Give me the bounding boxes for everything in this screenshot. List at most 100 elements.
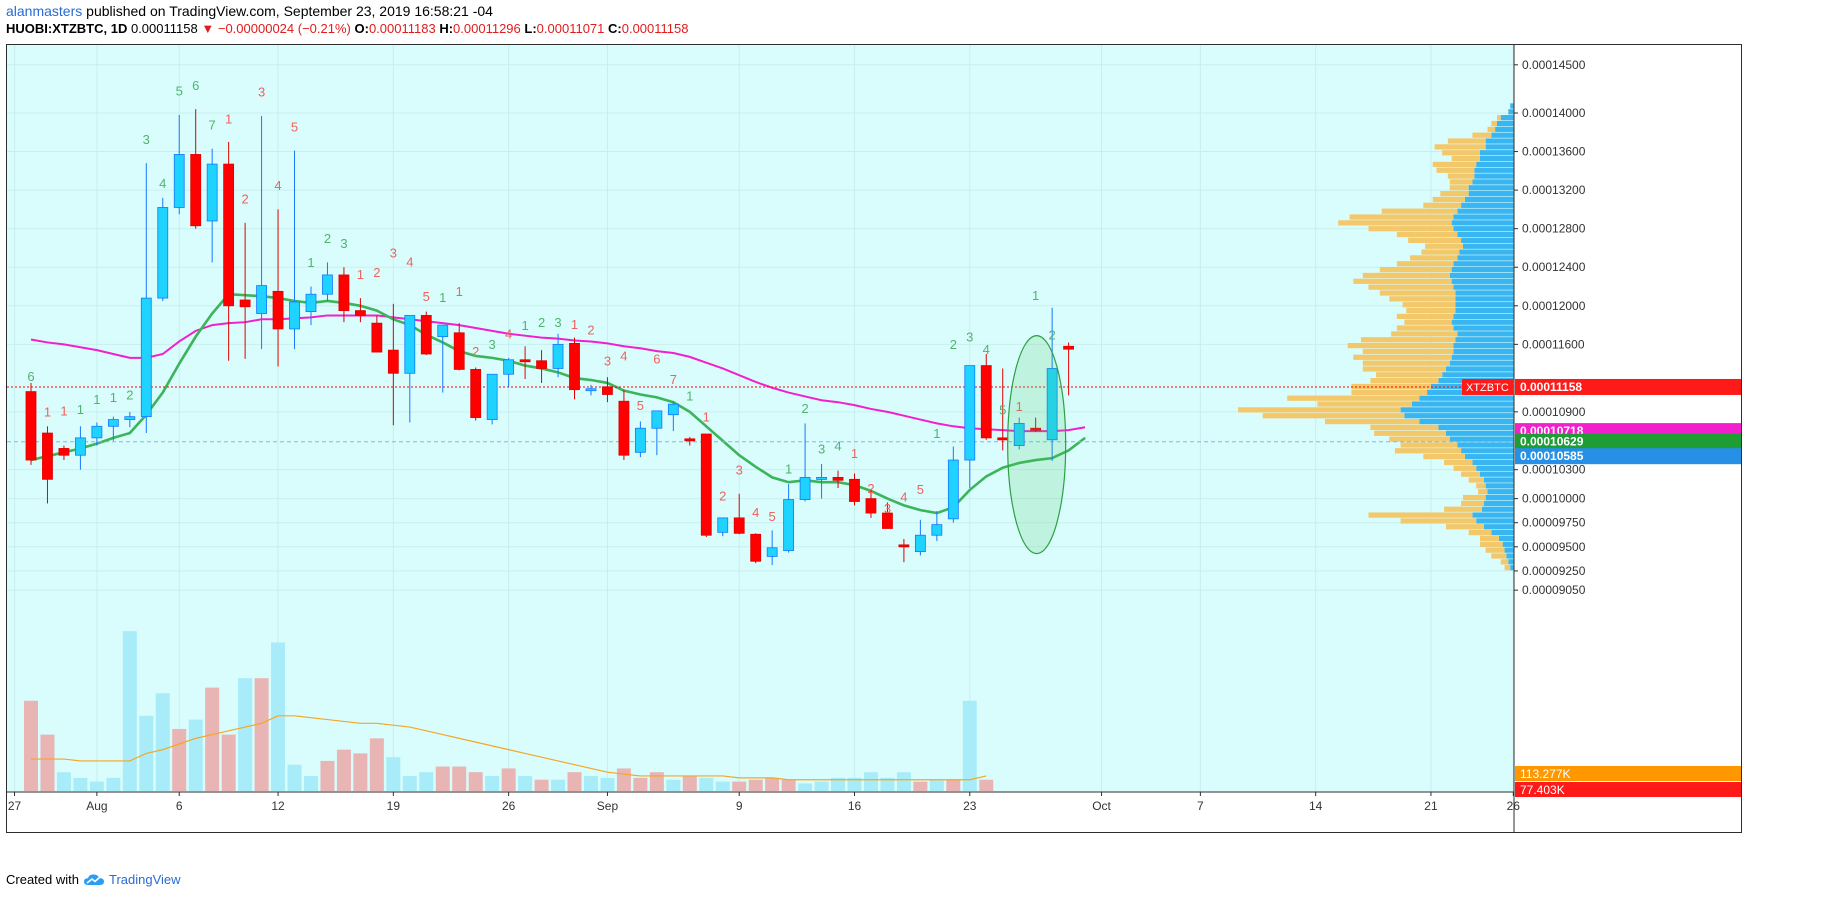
volume-profile-down-row <box>1353 354 1452 360</box>
volume-profile-up-row <box>1455 337 1514 343</box>
candle-body <box>404 315 416 374</box>
created-with-label: Created with <box>6 872 79 887</box>
price-tag <box>1515 433 1741 450</box>
sequence-count-label: 1 <box>1032 288 1039 303</box>
tradingview-link[interactable]: TradingView <box>108 872 181 887</box>
sequence-count-label: 4 <box>620 349 627 364</box>
sequence-count-label: 1 <box>357 267 364 282</box>
volume-profile-down-row <box>1410 255 1458 261</box>
price-tick-label: 0.00014000 <box>1522 106 1586 120</box>
sequence-count-label: 4 <box>274 178 281 193</box>
candle-body <box>700 433 712 536</box>
volume-profile-down-row <box>1432 161 1477 168</box>
candle-body <box>667 403 679 416</box>
candle-body <box>25 391 37 461</box>
volume-bar <box>649 772 664 791</box>
volume-profile-up-row <box>1479 471 1514 477</box>
volume-profile-down-row <box>1325 418 1420 425</box>
sequence-count-label: 2 <box>587 323 594 338</box>
time-tick-label: 19 <box>387 799 401 813</box>
close-value: 0.00011158 <box>621 21 689 36</box>
volume-profile-down-row <box>1449 179 1473 185</box>
highlight-ellipse <box>1007 335 1067 555</box>
candle-body <box>503 359 515 375</box>
volume-profile-up-row <box>1453 226 1514 232</box>
volume-profile-up-row <box>1419 395 1514 401</box>
volume-profile-up-row <box>1461 448 1514 454</box>
sequence-count-label: 2 <box>324 231 331 246</box>
author-link[interactable]: alanmasters <box>6 3 83 19</box>
volume-bar <box>89 781 104 791</box>
volume-profile-up-row <box>1449 436 1514 442</box>
volume-profile-up-row <box>1457 208 1514 214</box>
sequence-count-label: 1 <box>785 462 792 477</box>
tradingview-cloud-icon <box>83 873 104 885</box>
volume-profile-up-row <box>1411 401 1514 407</box>
price-tick-label: 0.00010300 <box>1522 463 1586 477</box>
volume-profile-down-row <box>1362 348 1454 355</box>
candle-body <box>124 416 136 420</box>
candle-body <box>832 476 844 481</box>
sequence-count-label: 3 <box>604 354 611 369</box>
volume-bar <box>715 781 730 791</box>
volume-bar <box>946 779 961 791</box>
volume-bar <box>419 772 434 791</box>
candle-body <box>849 478 860 502</box>
volume-profile-down-row <box>1436 167 1475 173</box>
volume-profile-down-row <box>1423 202 1462 208</box>
candle-body <box>947 459 959 520</box>
volume-bar <box>551 779 566 791</box>
volume-ma-line <box>31 715 987 781</box>
sequence-count-label: 3 <box>340 236 347 251</box>
volume-profile-down-row <box>1362 366 1446 372</box>
volume-profile-up-row <box>1472 459 1514 466</box>
time-tick-label: 14 <box>1309 799 1323 813</box>
sequence-count-label: 2 <box>801 401 808 416</box>
volume-profile-down-row <box>1468 529 1492 536</box>
volume-profile-down-row <box>1485 547 1505 553</box>
sequence-count-label: 6 <box>192 78 199 93</box>
volume-profile-up-row <box>1485 144 1514 150</box>
volume-profile-up-row <box>1472 512 1514 518</box>
down-arrow-icon: ▼ <box>201 21 215 36</box>
volume-profile-down-row <box>1238 407 1401 413</box>
candle-body <box>1063 345 1075 350</box>
candle-body <box>75 437 86 456</box>
volume-profile-up-row <box>1500 115 1514 121</box>
volume-profile-down-row <box>1478 489 1488 495</box>
price-tag <box>1515 378 1741 395</box>
volume-profile-down-row <box>1353 278 1452 284</box>
candle-body <box>42 432 53 480</box>
volume-bar <box>699 777 714 791</box>
time-tick-label: 16 <box>848 799 862 813</box>
candle-body <box>289 301 300 330</box>
volume-profile-down-row <box>1451 155 1480 162</box>
volume-bar <box>452 766 467 791</box>
volume-profile-up-row <box>1483 500 1514 507</box>
candle-body <box>322 274 333 295</box>
sequence-count-label: 4 <box>983 342 990 357</box>
sequence-count-label: 3 <box>966 329 973 344</box>
price-tick-label: 0.00009500 <box>1522 540 1586 554</box>
volume-profile-up-row <box>1495 126 1514 132</box>
volume-bar <box>369 738 384 791</box>
volume-profile-down-row <box>1453 465 1477 471</box>
sequence-count-label: 3 <box>390 246 397 261</box>
volume-profile-up-row <box>1479 150 1514 156</box>
candle-body <box>1046 368 1058 441</box>
volume-bar <box>271 642 286 791</box>
candle-body <box>651 410 663 429</box>
volume-profile-down-row <box>1338 220 1452 226</box>
candle-body <box>58 448 70 456</box>
volume-profile-up-row <box>1485 138 1514 144</box>
sequence-count-label: 1 <box>851 446 858 461</box>
volume-bar <box>534 779 549 791</box>
volume-profile-down-row <box>1379 290 1456 296</box>
volume-profile-down-row <box>1461 471 1480 477</box>
volume-bar <box>386 757 401 791</box>
volume-profile-down-row <box>1391 331 1458 337</box>
sequence-count-label: 1 <box>686 388 693 403</box>
publish-info: alanmasters published on TradingView.com… <box>6 3 493 19</box>
